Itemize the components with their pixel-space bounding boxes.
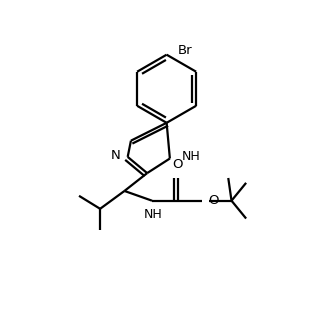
- Text: N: N: [111, 149, 120, 162]
- Text: O: O: [208, 194, 219, 207]
- Text: O: O: [173, 158, 183, 172]
- Text: Br: Br: [178, 44, 193, 57]
- Text: NH: NH: [143, 208, 162, 221]
- Text: NH: NH: [182, 150, 201, 163]
